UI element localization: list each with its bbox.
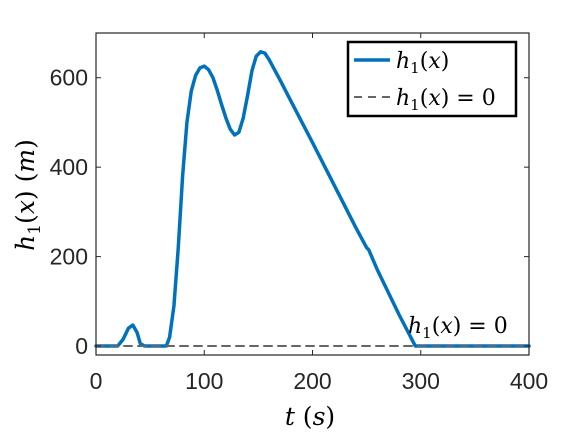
zero-line-annotation: h1(x) = 0 [408, 314, 508, 342]
y-tick-label: 400 [50, 154, 88, 180]
y-axis-label: h1(x) (m) [11, 139, 45, 251]
legend-box [346, 40, 518, 118]
x-tick-label: 100 [185, 368, 223, 394]
svg-text:h1(x) (m): h1(x) (m) [11, 139, 45, 251]
svg-text:t (s): t (s) [285, 402, 335, 431]
y-tick-label: 600 [50, 65, 88, 91]
x-tick-label: 400 [510, 368, 548, 394]
svg-text:h1(x) = 0: h1(x) = 0 [408, 314, 508, 342]
y-tick-label: 0 [75, 333, 88, 359]
y-tick-label: 200 [50, 244, 88, 270]
legend-label-series-2: h1(x) = 0 [396, 86, 496, 114]
x-tick-label: 200 [293, 368, 331, 394]
plot-content [94, 50, 531, 348]
x-tick-label: 0 [90, 368, 103, 394]
x-tick-label: 300 [402, 368, 440, 394]
x-axis-label: t (s) [285, 402, 335, 431]
legend: h1(x) h1(x) = 0 [346, 40, 518, 118]
ticks: 0 100 200 300 400 0 200 400 600 [50, 33, 548, 394]
legend-label-series-1: h1(x) [396, 49, 449, 77]
